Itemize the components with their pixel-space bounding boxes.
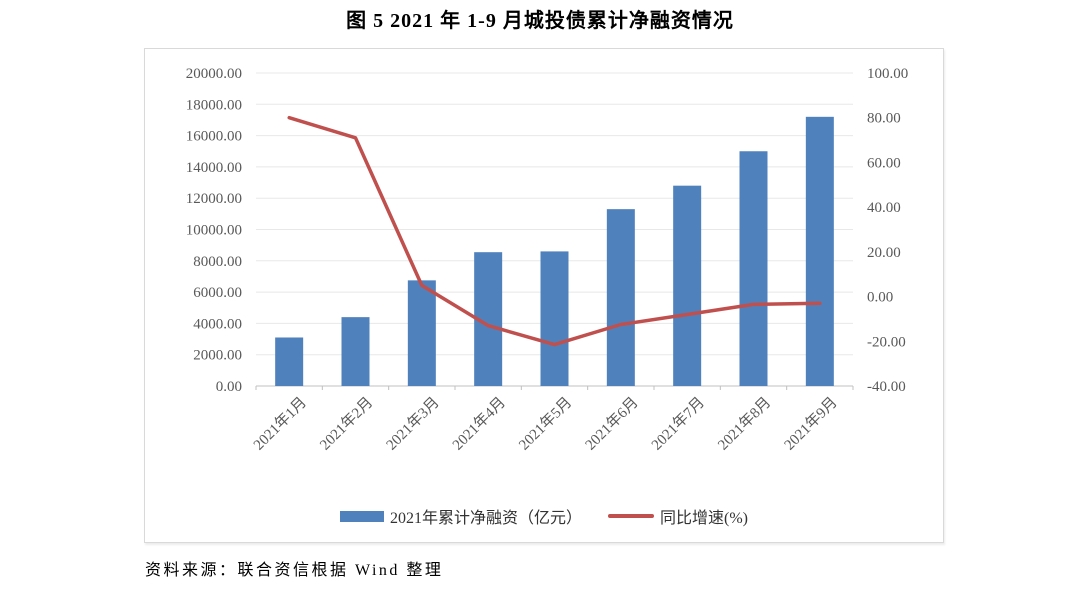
left-axis-tick-label: 18000.00: [186, 97, 242, 113]
left-axis-tick-label: 20000.00: [186, 66, 242, 82]
right-axis-tick-label: 60.00: [867, 155, 901, 171]
x-axis-label: 2021年7月: [648, 394, 708, 454]
source-note: 资料来源：联合资信根据 Wind 整理: [145, 562, 444, 579]
right-axis-tick-label: 20.00: [867, 245, 901, 261]
chart-title: 图 5 2021 年 1-9 月城投债累计净融资情况: [346, 10, 734, 32]
legend-item-line: 同比增速(%): [608, 504, 748, 528]
bar: [275, 337, 304, 386]
right-axis-tick-label: 40.00: [867, 200, 901, 216]
left-axis-tick-label: 0.00: [216, 379, 242, 395]
x-axis-label: 2021年9月: [781, 394, 841, 454]
x-axis-label: 2021年5月: [516, 394, 576, 454]
right-axis-tick-label: 100.00: [867, 66, 908, 82]
left-axis-tick-label: 10000.00: [186, 223, 242, 239]
left-axis-tick-label: 16000.00: [186, 129, 242, 145]
bar-series-label: 2021年累计净融资（亿元）: [389, 510, 582, 527]
left-axis-tick-label: 6000.00: [193, 285, 242, 301]
x-axis-label: 2021年2月: [317, 394, 377, 454]
combo-chart: 20000.00 18000.00 16000.00 14000.00 12000.00…: [186, 66, 909, 454]
left-axis-tick-label: 2000.00: [193, 348, 242, 364]
bar: [673, 185, 702, 386]
left-axis-tick-label: 8000.00: [193, 254, 242, 270]
x-axis-label: 2021年3月: [383, 394, 443, 454]
legend: 2021年累计净融资（亿元） 同比增速(%): [145, 504, 943, 528]
bar: [739, 151, 768, 386]
bar: [407, 280, 436, 386]
bar: [341, 317, 370, 386]
left-axis-tick-label: 12000.00: [186, 191, 242, 207]
line-series-label: 同比增速(%): [660, 510, 748, 527]
line-series-swatch: [608, 514, 654, 518]
chart-frame: 20000.00 18000.00 16000.00 14000.00 12000.00…: [144, 48, 944, 543]
right-axis-tick-label: 0.00: [867, 290, 893, 306]
bar-series-swatch: [339, 510, 384, 522]
left-axis-tick-label: 4000.00: [193, 316, 242, 332]
x-axis-label: 2021年8月: [715, 394, 775, 454]
x-axis-label: 2021年4月: [449, 394, 509, 454]
x-axis-label: 2021年1月: [250, 394, 310, 454]
right-axis-tick-label: 80.00: [867, 111, 901, 127]
left-axis-tick-label: 14000.00: [186, 160, 242, 176]
right-axis-tick-label: -20.00: [867, 334, 906, 350]
bar: [606, 209, 635, 386]
right-axis-tick-label: -40.00: [867, 379, 906, 395]
x-axis-label: 2021年6月: [582, 394, 642, 454]
bar: [540, 251, 569, 386]
growth-line: [287, 115, 822, 347]
bar: [805, 116, 834, 386]
legend-item-bars: 2021年累计净融资（亿元）: [339, 504, 582, 528]
